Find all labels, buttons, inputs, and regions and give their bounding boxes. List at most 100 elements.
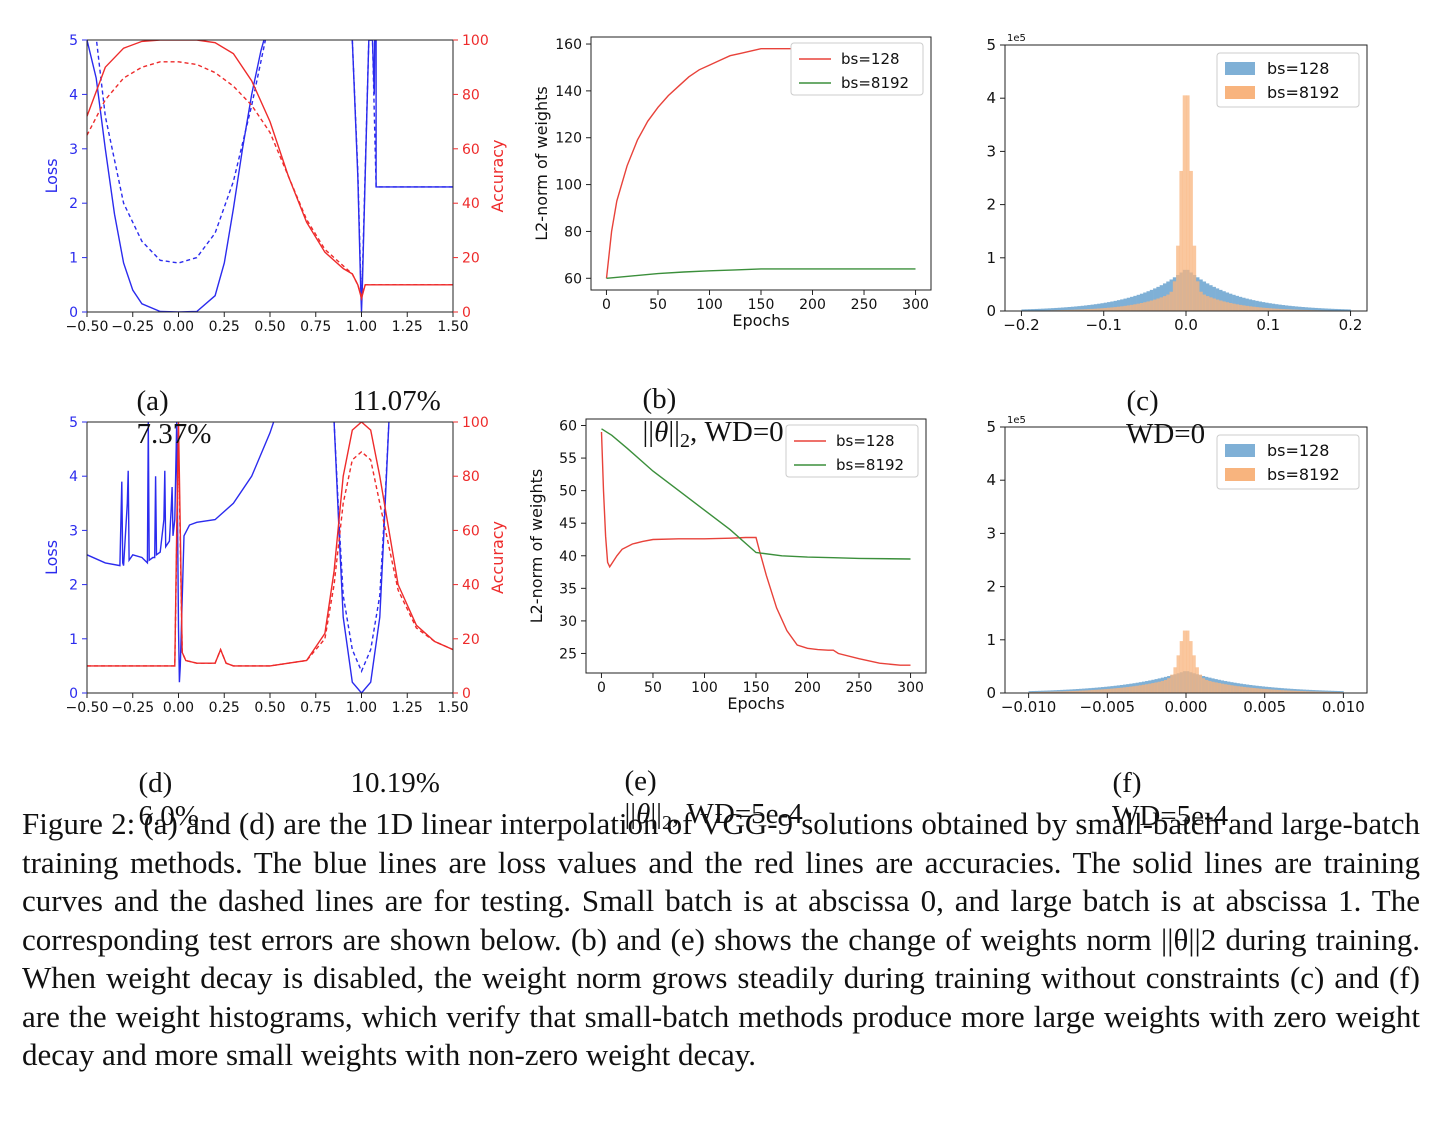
- hist-bar-bs128: [1054, 307, 1058, 311]
- y-axis-label: L2-norm of weights: [527, 469, 546, 624]
- hist-bar-bs128: [1255, 300, 1259, 311]
- subcaption-f: (f) WD=5e-4: [1098, 734, 1228, 833]
- hist-bar-bs128: [1228, 293, 1233, 311]
- hist-bar-bs8192: [1153, 299, 1157, 311]
- hist-bar-bs128: [1060, 307, 1065, 311]
- x-tick-label: 200: [799, 297, 826, 313]
- hist-bar-bs128: [1337, 691, 1341, 693]
- x-tick-label: 100: [691, 680, 718, 696]
- hist-bar-bs128: [1123, 298, 1128, 311]
- hist-bar-bs128: [1090, 304, 1095, 311]
- hist-bar-bs128: [1268, 303, 1272, 311]
- hist-bar-bs8192: [1163, 679, 1168, 693]
- hist-bar-bs8192: [1113, 307, 1118, 311]
- hist-bar-bs128: [1321, 690, 1325, 693]
- hist-bar-bs8192: [1060, 691, 1064, 693]
- hist-bar-bs128: [1103, 302, 1108, 311]
- hist-bar-bs128: [1113, 300, 1118, 311]
- hist-bar-bs8192: [1162, 296, 1167, 311]
- loss-solid-line: [87, 422, 275, 683]
- y-tick-label: 1: [986, 249, 996, 267]
- hist-bar-bs8192: [1255, 688, 1259, 693]
- hist-bar-bs8192: [1123, 687, 1127, 693]
- legend-label: bs=8192: [841, 74, 909, 92]
- hist-bar-bs8192: [1294, 309, 1299, 311]
- x-tick-label: 150: [743, 680, 770, 696]
- subcaption-a-label: (a): [136, 385, 169, 417]
- y-tick-label: 35: [559, 581, 577, 597]
- y-tick-label: 2: [986, 196, 996, 214]
- hist-bar-bs8192: [1289, 690, 1294, 693]
- x-tick-label: −0.25: [111, 319, 154, 335]
- hist-bar-bs8192: [1258, 307, 1262, 311]
- y-tick-label-left: 3: [69, 142, 78, 158]
- hist-bar-bs8192: [1176, 245, 1180, 311]
- hist-bar-bs128: [1080, 305, 1085, 311]
- hist-bar-bs128: [1324, 690, 1328, 693]
- hist-bar-bs128: [1139, 293, 1144, 311]
- hist-bar-bs8192: [1101, 689, 1105, 693]
- hist-bar-bs128: [1044, 308, 1049, 311]
- hist-bar-bs128: [1248, 299, 1253, 311]
- legend-label: bs=8192: [1267, 465, 1340, 484]
- legend-label: bs=8192: [836, 456, 904, 474]
- y-axis-label-accuracy: Accuracy: [488, 521, 507, 594]
- legend-label: bs=128: [1267, 59, 1329, 78]
- hist-bar-bs8192: [1113, 688, 1118, 693]
- subcaption-c-label: (c): [1126, 385, 1159, 417]
- hist-bar-bs128: [1320, 308, 1325, 311]
- y-tick-label-right: 0: [462, 305, 471, 321]
- hist-bar-bs8192: [1241, 305, 1246, 311]
- hist-bar-bs8192: [1258, 688, 1262, 693]
- x-tick-label: 1.25: [392, 700, 423, 716]
- hist-bar-bs8192: [1169, 291, 1174, 311]
- hist-bar-bs128: [1136, 294, 1141, 311]
- hist-bar-bs8192: [1159, 297, 1164, 311]
- loss-dashed-line: [333, 422, 390, 674]
- hist-bar-bs8192: [1252, 688, 1256, 693]
- hist-bar-bs128: [1222, 291, 1226, 311]
- hist-bar-bs8192: [1235, 304, 1239, 311]
- hist-bar-bs8192: [1278, 308, 1282, 311]
- hist-bar-bs8192: [1148, 683, 1152, 693]
- hist-bar-bs8192: [1192, 245, 1197, 311]
- x-tick-label: 0.0: [1174, 316, 1198, 334]
- hist-bar-bs8192: [1176, 655, 1181, 693]
- hist-bar-bs128: [1301, 307, 1305, 311]
- hist-bar-bs128: [1261, 302, 1266, 311]
- hist-bar-bs8192: [1154, 682, 1158, 693]
- hist-bar-bs8192: [1072, 690, 1077, 693]
- x-tick-label: 50: [649, 297, 667, 313]
- hist-bar-bs128: [1067, 307, 1072, 311]
- legend-swatch: [1225, 468, 1255, 481]
- hist-bar-bs128: [1330, 308, 1335, 311]
- hist-bar-bs8192: [1201, 678, 1206, 693]
- hist-bar-bs8192: [1082, 690, 1086, 693]
- y-tick-label: 80: [564, 224, 582, 240]
- hist-bar-bs128: [1333, 690, 1338, 693]
- hist-bar-bs8192: [1083, 309, 1088, 311]
- hist-bar-bs8192: [1245, 687, 1250, 693]
- y-tick-label: 45: [559, 516, 577, 532]
- x-tick-label: 1.00: [346, 319, 377, 335]
- hist-bar-bs128: [1274, 304, 1279, 311]
- hist-bar-bs8192: [1120, 306, 1124, 311]
- hist-bar-bs8192: [1220, 683, 1225, 693]
- hist-bar-bs8192: [1215, 299, 1220, 311]
- hist-bar-bs8192: [1139, 302, 1144, 311]
- hist-bar-bs8192: [1094, 689, 1099, 693]
- x-tick-label: 0.25: [209, 700, 240, 716]
- hist-bar-bs128: [1041, 308, 1045, 311]
- hist-bar-bs8192: [1286, 690, 1291, 693]
- hist-bar-bs8192: [1218, 300, 1223, 311]
- hist-bar-bs128: [1334, 308, 1338, 311]
- hist-bar-bs8192: [1047, 691, 1051, 693]
- hist-bar-bs128: [1225, 292, 1230, 311]
- y-tick-label-right: 40: [462, 196, 480, 212]
- hist-bar-bs8192: [1248, 306, 1253, 311]
- hist-bar-bs128: [1340, 691, 1344, 693]
- hist-bar-bs128: [1347, 309, 1351, 311]
- hist-bar-bs128: [1126, 297, 1131, 311]
- hist-bar-bs8192: [1050, 691, 1055, 693]
- hist-bar-bs128: [1245, 298, 1249, 311]
